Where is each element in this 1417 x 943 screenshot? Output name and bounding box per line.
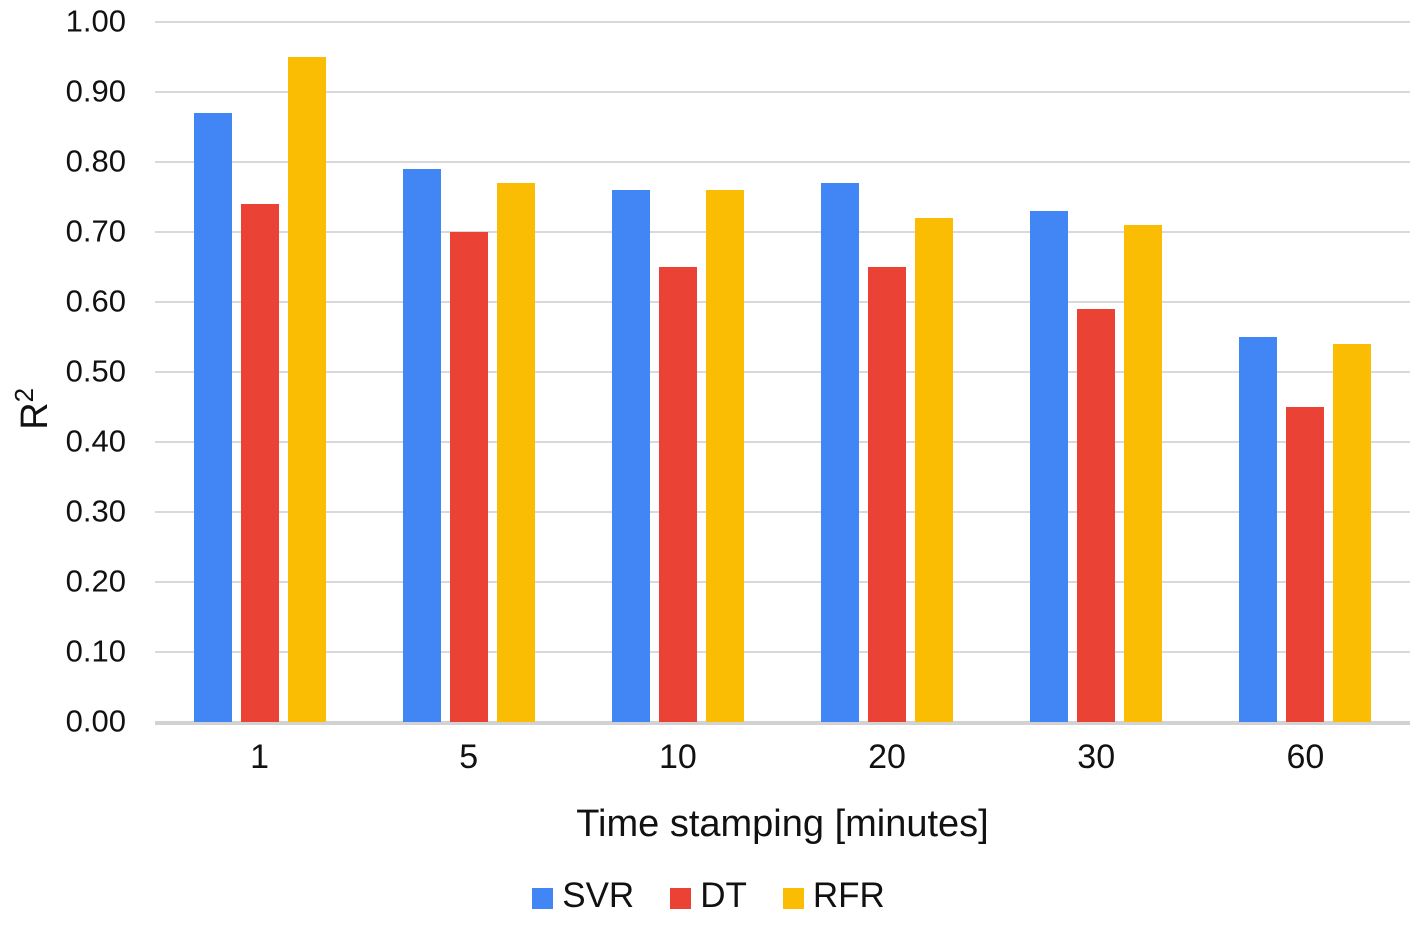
bar-svr-60 [1239, 337, 1278, 722]
bar-group-30 [1030, 211, 1163, 722]
bar-rfr-1 [287, 57, 326, 722]
bar-svr-5 [402, 169, 441, 722]
y-axis-tick-labels: 1.00 0.90 0.80 0.70 0.60 0.50 0.40 0.30 0.20 0.10… [0, 3, 126, 738]
gridline [155, 371, 1410, 373]
bar-dt-10 [658, 267, 697, 722]
chart-body: 1 5 10 20 30 60 Time stamping [minutes] [155, 21, 1410, 846]
y-tick-label: 0.90 [65, 73, 126, 109]
bar-svr-30 [1030, 211, 1069, 722]
y-tick-label: 0.80 [65, 143, 126, 179]
legend-swatch-rfr [782, 887, 804, 909]
x-tick-label: 1 [250, 738, 270, 776]
y-tick-label: 0.00 [65, 703, 126, 739]
bar-dt-5 [449, 232, 488, 722]
y-tick-label: 1.00 [65, 3, 126, 39]
y-tick-label: 0.70 [65, 213, 126, 249]
bar-group-5 [402, 169, 535, 722]
bar-dt-60 [1286, 407, 1325, 722]
bar-group-60 [1239, 337, 1372, 722]
gridline [155, 511, 1410, 513]
bar-dt-30 [1077, 309, 1116, 722]
x-axis-tick-labels: 1 5 10 20 30 60 [155, 738, 1410, 777]
x-tick-label: 10 [658, 738, 697, 776]
gridline [155, 231, 1410, 233]
bar-svr-20 [821, 183, 860, 722]
x-axis-baseline [155, 721, 1410, 725]
gridline [155, 651, 1410, 653]
x-tick-label: 20 [868, 738, 906, 776]
bar-groups [155, 22, 1410, 722]
bar-group-1 [193, 57, 326, 722]
bar-group-20 [821, 183, 954, 722]
y-tick-label: 0.60 [65, 283, 126, 319]
y-tick-label: 0.30 [65, 493, 126, 529]
y-tick-label: 0.20 [65, 563, 126, 599]
legend-item-dt: DT [670, 876, 747, 916]
x-tick-label: 5 [459, 738, 479, 776]
legend-item-rfr: RFR [782, 876, 885, 916]
bar-rfr-10 [705, 190, 744, 722]
y-tick-label: 0.50 [65, 353, 126, 389]
legend-swatch-dt [670, 887, 692, 909]
y-tick-label: 0.10 [65, 633, 126, 669]
bar-rfr-60 [1333, 344, 1372, 722]
bar-rfr-5 [496, 183, 535, 722]
plot-area [155, 21, 1410, 725]
legend-swatch-svr [532, 887, 554, 909]
x-tick-label: 30 [1077, 738, 1116, 776]
gridline [155, 581, 1410, 583]
x-axis-title: Time stamping [minutes] [576, 803, 989, 845]
bar-dt-1 [240, 204, 279, 722]
legend-item-svr: SVR [532, 876, 634, 916]
bar-group-10 [611, 190, 744, 722]
y-tick-label: 0.40 [65, 423, 126, 459]
legend-label: RFR [812, 876, 885, 915]
bar-rfr-30 [1124, 225, 1163, 722]
x-tick-label: 60 [1286, 738, 1325, 776]
gridline [155, 161, 1410, 163]
legend-label: DT [700, 876, 747, 915]
gridline [155, 441, 1410, 443]
legend-label: SVR [562, 876, 635, 915]
bar-svr-10 [611, 190, 650, 722]
bar-rfr-20 [915, 218, 954, 722]
gridline [155, 21, 1410, 23]
gridline [155, 301, 1410, 303]
gridline [155, 91, 1410, 93]
bar-svr-1 [193, 113, 232, 722]
bar-dt-20 [868, 267, 907, 722]
legend: SVR DT RFR [0, 876, 1417, 916]
